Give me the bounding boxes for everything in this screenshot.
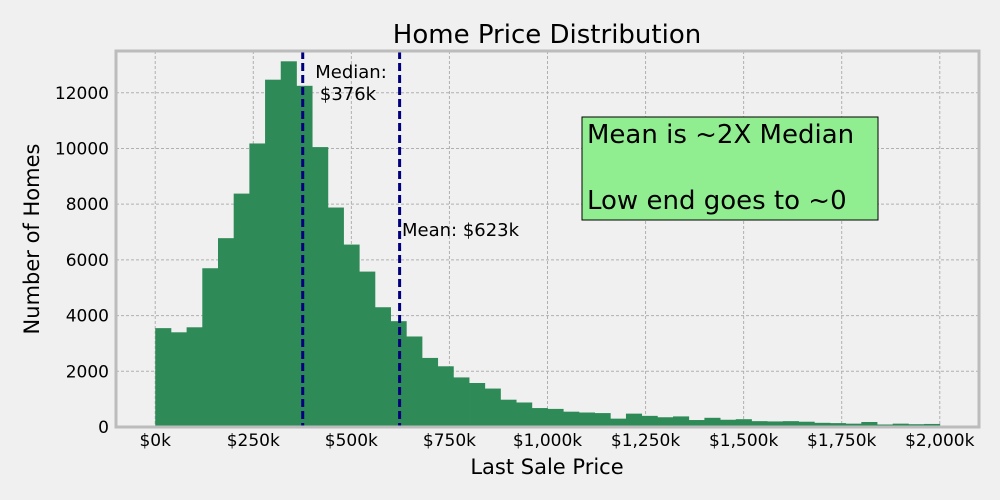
x-tick-label: $750k [423,431,476,451]
histogram-bar [484,388,501,427]
histogram-bar [641,415,658,427]
histogram-bar [625,413,643,427]
histogram-bar [186,327,203,427]
histogram-bar [735,419,752,427]
y-axis-label: Number of Homes [20,144,44,335]
y-axis-ticks: 0 2000 4000 6000 8000 10000 12000 [55,84,109,438]
x-tick-label: $1,500k [709,431,778,451]
plot-frame [114,49,981,429]
y-tick-label: 10000 [55,139,109,159]
histogram-bar [265,79,282,427]
histogram-bar [782,421,799,427]
histogram-bar [453,377,470,427]
annotation-box: Mean is ~2X Median Low end goes to ~0 [581,116,879,221]
histogram-bar [673,416,690,427]
histogram-bar [359,271,376,427]
chart-title: Home Price Distribution [393,20,701,50]
histogram-bar [704,417,721,427]
x-tick-label: $1,000k [513,431,582,451]
histogram-bar [202,268,219,427]
histogram-bar [280,61,297,428]
histogram-bar [155,328,172,427]
y-tick-label: 2000 [66,362,109,382]
y-tick-label: 8000 [66,195,109,215]
histogram-bar [657,417,674,427]
histogram-bar [829,423,847,427]
histogram-bar [374,307,391,427]
histogram-bar [892,423,909,427]
histogram-bar [531,408,548,427]
mean-label: Mean: $623k [402,220,520,241]
histogram-bar [516,402,533,427]
histogram-bar [798,421,815,427]
histogram-bar [594,413,611,427]
y-tick-label: 4000 [66,307,109,327]
x-tick-label: $250k [227,431,280,451]
histogram-bars [155,61,941,428]
histogram-bar [217,238,235,427]
histogram-bar [343,244,360,427]
x-tick-label: $2,000k [905,431,974,451]
histogram-bar [563,411,580,427]
histogram-bar [469,382,486,427]
histogram-bar [861,421,878,427]
y-tick-label: 12000 [55,84,109,104]
histogram-bar [296,85,313,427]
histogram-bar [170,332,188,427]
histogram-bar [390,321,407,427]
histogram-bar [500,399,517,427]
histogram-bar [327,207,344,427]
annotation-line-2: Low end goes to ~0 [587,186,847,216]
histogram-bar [578,412,595,427]
median-label-line1: Median: [315,62,387,83]
y-tick-label: 6000 [66,251,109,271]
histogram-bar [421,357,439,427]
histogram-bar [249,143,266,428]
histogram-bar [547,408,564,427]
histogram-bar [406,336,423,427]
histogram-bar [924,423,941,427]
histogram-bar [610,418,627,427]
histogram-bar [312,147,329,428]
median-label-line2: $376k [320,84,377,105]
x-axis-ticks: $0k $250k $500k $750k $1,000k $1,250k $1,500k $… [139,431,974,451]
histogram-bar [751,421,768,427]
x-tick-label: $1,750k [807,431,876,451]
histogram-bar [814,422,831,427]
x-tick-label: $500k [325,431,378,451]
histogram-bar [845,423,862,427]
x-axis-label: Last Sale Price [470,455,623,479]
histogram-bar [688,420,705,427]
histogram-bar [767,421,784,427]
histogram-bar [233,193,250,427]
reference-lines [301,51,402,427]
x-tick-label: $0k [139,431,171,451]
annotation-box-bg [581,116,879,221]
histogram-bar [437,366,454,427]
y-tick-label: 0 [98,418,109,438]
x-tick-label: $1,250k [611,431,680,451]
annotation-line-1: Mean is ~2X Median [587,120,854,150]
histogram-bar [720,419,737,427]
